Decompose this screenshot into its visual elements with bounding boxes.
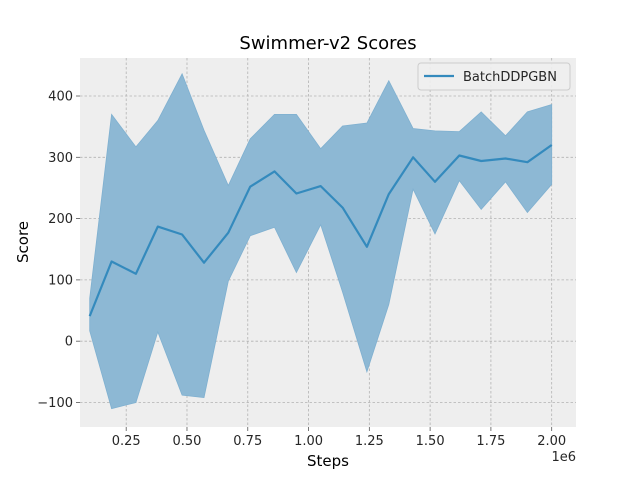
x-tick-labels: 0.25 0.50 0.75 1.00 1.25 1.50 1.75 2.00 — [112, 434, 566, 449]
y-tick-labels: −100 0 100 200 300 400 — [37, 90, 73, 411]
x-axis-offset-label: 1e6 — [551, 450, 576, 465]
legend-entry-label: BatchDDPGBN — [463, 70, 557, 85]
series-lines — [88, 144, 553, 317]
x-tick-label: 1.25 — [355, 434, 384, 449]
y-tick-label: 0 — [65, 335, 73, 350]
legend-box — [417, 62, 571, 91]
x-tick-label: 1.00 — [294, 434, 323, 449]
y-axis-label: Score — [14, 221, 32, 263]
y-tick-label: 100 — [48, 273, 73, 288]
x-tick-label: 0.75 — [233, 434, 262, 449]
y-tick-label: 300 — [48, 151, 73, 166]
series-line — [88, 144, 553, 317]
series-band — [89, 72, 553, 410]
y-tick-label: 200 — [48, 212, 73, 227]
x-tick-label: 0.50 — [173, 434, 202, 449]
x-tick-label: 2.00 — [537, 434, 566, 449]
legend: BatchDDPGBN — [417, 62, 571, 91]
x-tick-label: 1.50 — [416, 434, 445, 449]
y-tick-label: −100 — [37, 396, 73, 411]
chart-title: Swimmer-v2 Scores — [239, 33, 416, 54]
x-tick-label: 0.25 — [112, 434, 141, 449]
y-tick-label: 400 — [48, 90, 73, 105]
confidence-band — [89, 72, 553, 410]
x-tick-label: 1.75 — [476, 434, 505, 449]
x-axis-label: Steps — [307, 452, 349, 470]
